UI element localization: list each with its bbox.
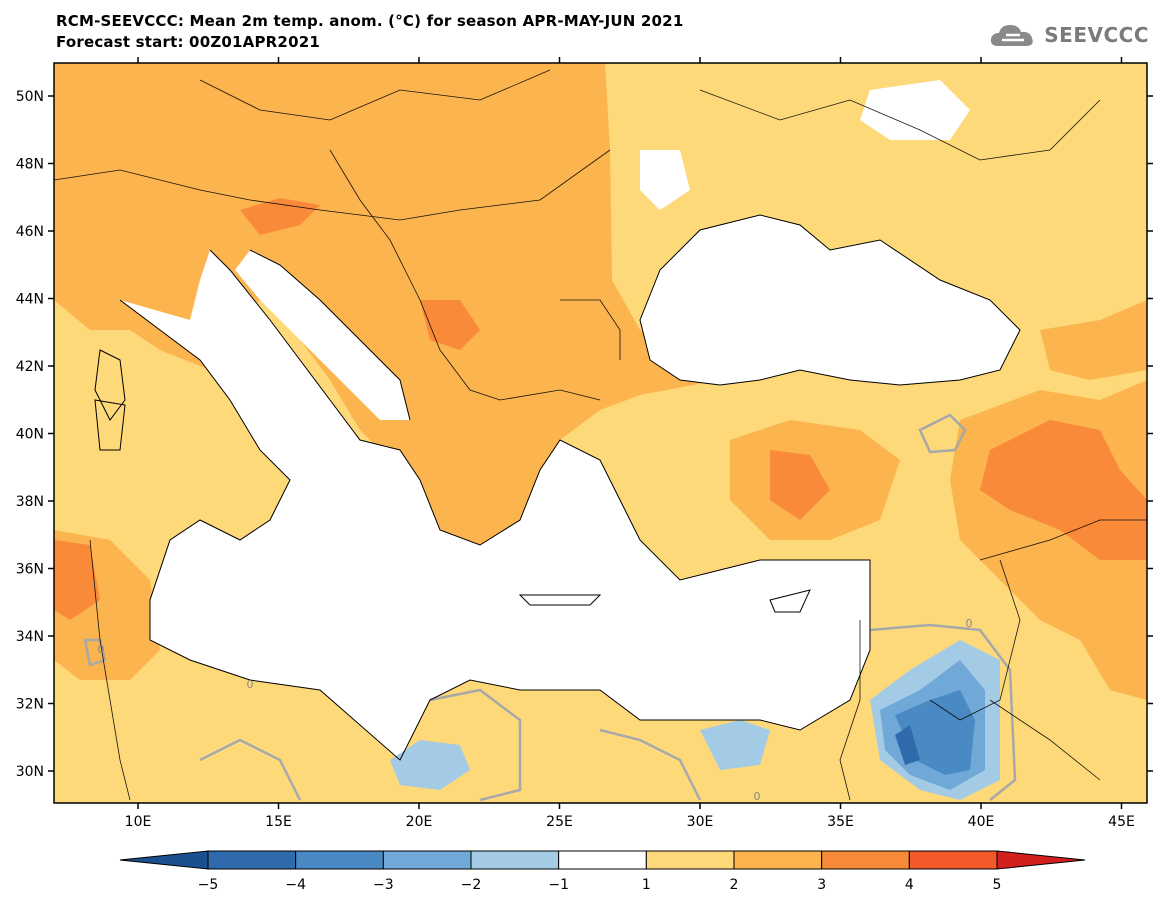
lat-label: 32N <box>16 697 44 713</box>
lat-label: 46N <box>16 224 44 240</box>
latitude-axis: 50N 48N 46N 44N 42N 40N 38N 36N 34N 32N 30N <box>16 89 1153 780</box>
lon-label: 25E <box>546 814 573 830</box>
white-patch-ukraine <box>640 150 690 210</box>
colorbar: −5 −4 −3 −2 −1 1 2 3 4 5 <box>119 850 1086 893</box>
lon-label: 10E <box>125 814 152 830</box>
mediterranean-sea <box>120 250 870 760</box>
black-sea <box>640 215 1020 385</box>
white-patch-north <box>860 80 970 140</box>
lon-label: 35E <box>827 814 854 830</box>
colorbar-box <box>821 850 910 870</box>
anomaly-region-2-3-europe <box>54 63 720 560</box>
colorbar-box <box>733 850 823 870</box>
lat-label: 42N <box>16 359 44 375</box>
anomaly-region-3-4-turkey <box>770 450 830 520</box>
logo-text: SEEVCCC <box>1044 23 1149 47</box>
colorbar-box <box>295 850 384 870</box>
lat-label: 40N <box>16 427 44 443</box>
anomaly-region-neg4-jordan <box>895 725 920 765</box>
lat-label: 34N <box>16 629 44 645</box>
contour-label: 0 <box>966 617 973 630</box>
lat-label: 48N <box>16 157 44 173</box>
map-title: RCM-SEEVCCC: Mean 2m temp. anom. (°C) fo… <box>56 12 684 30</box>
cloud-icon <box>991 25 1033 46</box>
lon-label: 45E <box>1108 814 1135 830</box>
contour-labels: 0 0 0 0 <box>98 617 973 803</box>
colorbar-tick-label: −4 <box>285 877 306 893</box>
colorbar-box <box>908 850 998 870</box>
lon-label: 15E <box>265 814 292 830</box>
contour-label: 0 <box>98 643 105 656</box>
anomaly-region-3-4-nafrica <box>54 540 100 620</box>
colorbar-box <box>470 850 560 870</box>
colorbar-box <box>645 850 735 870</box>
anomaly-region-neg-egypt <box>700 720 770 770</box>
anomaly-region-3-4-east <box>980 420 1147 560</box>
colorbar-tick-label: −5 <box>198 877 219 893</box>
country-borders <box>54 69 1147 801</box>
lat-label: 38N <box>16 494 44 510</box>
anomaly-region-neg-libya <box>390 740 470 790</box>
colorbar-box <box>558 850 647 870</box>
lon-label: 40E <box>968 814 995 830</box>
lon-label: 30E <box>687 814 714 830</box>
colorbar-tick-label: 5 <box>993 877 1002 893</box>
coastlines <box>94 214 1021 761</box>
colorbar-tick-label: 4 <box>905 877 914 893</box>
lat-label: 44N <box>16 292 44 308</box>
forecast-start-label: Forecast start: 00Z01APR2021 <box>56 33 320 51</box>
lat-label: 50N <box>16 89 44 105</box>
adriatic-sea <box>235 250 410 420</box>
lon-label: 20E <box>406 814 433 830</box>
colorbar-upper-arrow <box>996 850 1086 870</box>
colorbar-tick-label: 2 <box>730 877 739 893</box>
colorbar-tick-label: −2 <box>461 877 482 893</box>
seevccc-logo: SEEVCCC <box>988 20 1149 50</box>
colorbar-tick-label: 1 <box>642 877 651 893</box>
longitude-axis: 10E 15E 20E 25E 30E 35E 40E 45E <box>125 57 1135 830</box>
colorbar-box <box>382 850 472 870</box>
contour-label: 0 <box>754 790 761 803</box>
contour-label: 0 <box>247 678 254 691</box>
colorbar-tick-label: −3 <box>373 877 394 893</box>
lat-label: 36N <box>16 562 44 578</box>
zero-contours <box>83 413 1017 802</box>
colorbar-lower-arrow <box>119 850 209 870</box>
colorbar-tick-label: −1 <box>548 877 569 893</box>
anomaly-region-2-3-ne <box>1040 300 1147 380</box>
colorbar-tick-label: 3 <box>817 877 826 893</box>
lat-label: 30N <box>16 764 44 780</box>
colorbar-box <box>207 850 297 870</box>
